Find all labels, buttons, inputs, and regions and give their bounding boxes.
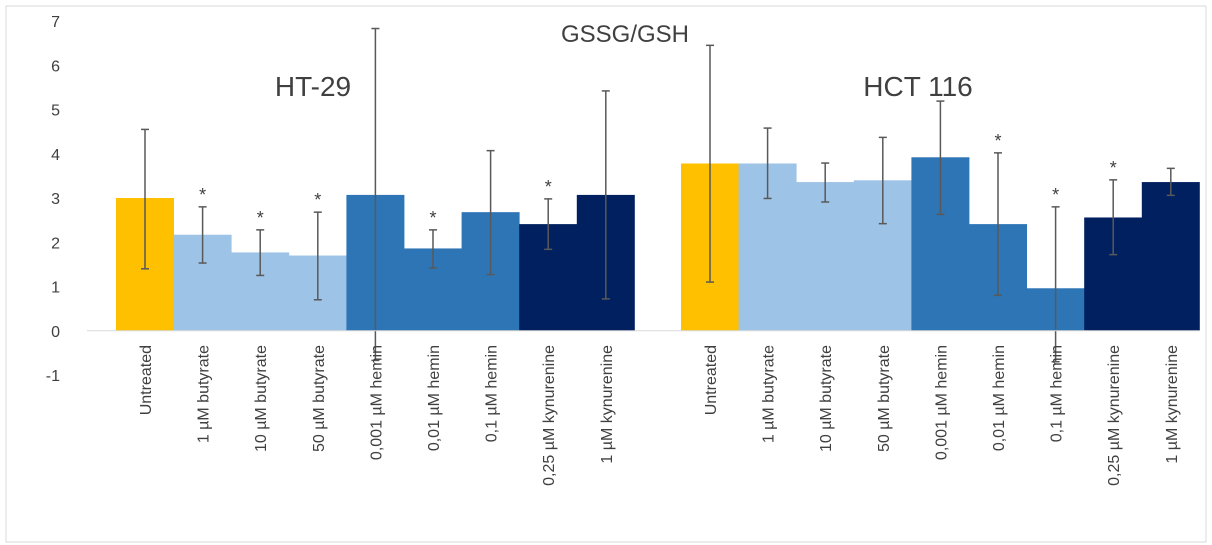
y-tick-label: 7: [51, 14, 60, 31]
category-label: 1 µM kynurenine: [599, 345, 616, 464]
error-bars: [141, 27, 1175, 363]
category-label: Untreated: [703, 345, 720, 415]
group-label-ht29: HT-29: [275, 71, 351, 102]
category-label: 0,1 µM hemin: [484, 345, 501, 442]
category-label: 1 µM butyrate: [761, 345, 778, 443]
y-axis: -1 0 1 2 3 4 5 6 7: [46, 14, 60, 385]
y-tick-label: 0: [51, 324, 60, 341]
significance-asterisk: *: [199, 185, 206, 205]
category-label: 0,001 µM hemin: [368, 345, 385, 460]
category-label: 1 µM butyrate: [196, 345, 213, 443]
category-label: 0,01 µM hemin: [991, 345, 1008, 451]
category-label: 10 µM butyrate: [253, 345, 270, 452]
group-label-hct116: HCT 116: [863, 71, 972, 102]
significance-asterisk: *: [1110, 158, 1117, 178]
y-tick-label: 5: [51, 103, 60, 120]
category-label: 1 µM kynurenine: [1164, 345, 1181, 464]
significance-asterisk: *: [429, 208, 436, 228]
bars: [116, 157, 1200, 331]
significance-asterisk: *: [545, 177, 552, 197]
category-label: 0,01 µM hemin: [426, 345, 443, 451]
chart-title: GSSG/GSH: [561, 21, 689, 48]
significance-asterisk: *: [1052, 185, 1059, 205]
category-label: 10 µM butyrate: [818, 345, 835, 452]
significance-asterisk: *: [314, 190, 321, 210]
category-label: 50 µM butyrate: [311, 345, 328, 452]
category-label: 0,25 µM kynurenine: [1106, 345, 1123, 486]
y-tick-label: 3: [51, 191, 60, 208]
y-tick-label: -1: [46, 368, 60, 385]
significance-asterisk: *: [257, 208, 264, 228]
y-tick-label: 6: [51, 58, 60, 75]
category-label: 50 µM butyrate: [876, 345, 893, 452]
y-tick-label: 4: [51, 147, 60, 164]
bar: [1141, 182, 1200, 331]
category-label: Untreated: [138, 345, 155, 415]
significance-asterisk: *: [994, 131, 1001, 151]
category-label: 0,1 µM hemin: [1049, 345, 1066, 442]
y-tick-label: 2: [51, 235, 60, 252]
category-label: 0,25 µM kynurenine: [541, 345, 558, 486]
bar: [796, 182, 855, 331]
category-label: 0,001 µM hemin: [933, 345, 950, 460]
y-tick-label: 1: [51, 280, 60, 297]
category-labels: Untreated 1 µM butyrate 10 µM butyrate 50 µ…: [138, 345, 1181, 486]
significance-markers: * * * * * * * *: [199, 131, 1117, 228]
